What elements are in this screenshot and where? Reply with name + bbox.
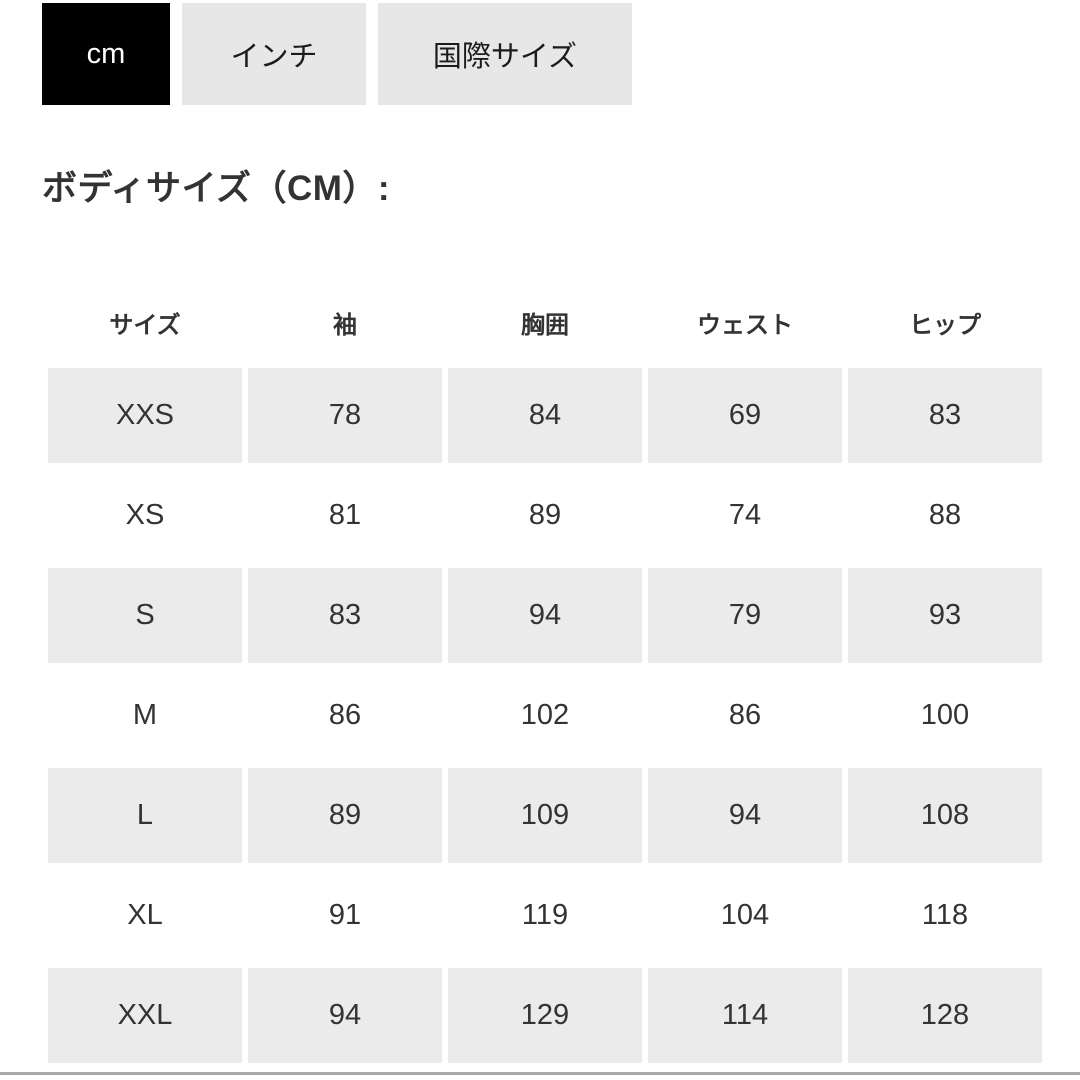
chest-value: 119 [448,868,642,963]
table-row-xxs: XXS 78 84 69 83 [48,368,1042,463]
chest-value: 129 [448,968,642,1063]
sleeve-value: 81 [248,468,442,563]
sleeve-value: 78 [248,368,442,463]
hip-value: 93 [848,568,1042,663]
sleeve-value: 83 [248,568,442,663]
unit-tabs: cm インチ 国際サイズ [42,3,1080,105]
col-header-size: サイズ [48,281,242,363]
size-label: S [48,568,242,663]
page-title: ボディサイズ（CM）: [42,169,391,208]
hip-value: 128 [848,968,1042,1063]
waist-value: 94 [648,768,842,863]
col-header-waist: ウェスト [648,281,842,363]
tab-cm[interactable]: cm [42,3,170,105]
chest-value: 94 [448,568,642,663]
waist-value: 74 [648,468,842,563]
bottom-divider [0,1072,1080,1075]
sleeve-value: 91 [248,868,442,963]
table-row-xxl: XXL 94 129 114 128 [48,968,1042,1063]
sleeve-value: 86 [248,668,442,763]
table-row-m: M 86 102 86 100 [48,668,1042,763]
size-label: XL [48,868,242,963]
table-row-s: S 83 94 79 93 [48,568,1042,663]
tab-international-size[interactable]: 国際サイズ [378,3,632,105]
col-header-chest: 胸囲 [448,281,642,363]
size-label: XXS [48,368,242,463]
chest-value: 89 [448,468,642,563]
chest-value: 109 [448,768,642,863]
body-size-table: サイズ 袖 胸囲 ウェスト ヒップ XXS 78 84 69 83 XS 81 … [42,276,1048,1068]
table-row-l: L 89 109 94 108 [48,768,1042,863]
waist-value: 79 [648,568,842,663]
waist-value: 114 [648,968,842,1063]
table-row-xl: XL 91 119 104 118 [48,868,1042,963]
hip-value: 83 [848,368,1042,463]
size-label: L [48,768,242,863]
size-label: M [48,668,242,763]
hip-value: 100 [848,668,1042,763]
hip-value: 108 [848,768,1042,863]
hip-value: 88 [848,468,1042,563]
tab-inch[interactable]: インチ [182,3,366,105]
sleeve-value: 94 [248,968,442,1063]
col-header-sleeve: 袖 [248,281,442,363]
chest-value: 102 [448,668,642,763]
hip-value: 118 [848,868,1042,963]
table-header-row: サイズ 袖 胸囲 ウェスト ヒップ [48,281,1042,363]
col-header-hip: ヒップ [848,281,1042,363]
size-label: XS [48,468,242,563]
table-row-xs: XS 81 89 74 88 [48,468,1042,563]
waist-value: 69 [648,368,842,463]
waist-value: 104 [648,868,842,963]
sleeve-value: 89 [248,768,442,863]
waist-value: 86 [648,668,842,763]
size-label: XXL [48,968,242,1063]
chest-value: 84 [448,368,642,463]
